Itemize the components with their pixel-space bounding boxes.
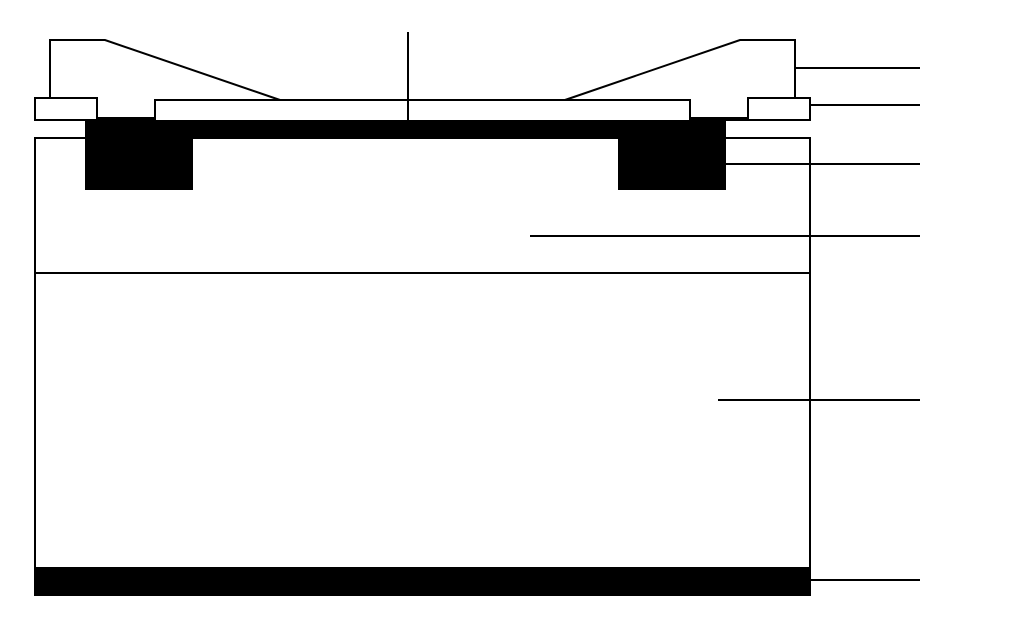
cross-section-svg (0, 0, 1010, 625)
diagram-container (0, 0, 1010, 625)
region-3-left (85, 138, 193, 190)
layer-6-bottom-contact (35, 568, 810, 595)
region-3-right (618, 138, 726, 190)
layer-5-substrate (35, 273, 810, 568)
layer-7-top (85, 120, 726, 138)
